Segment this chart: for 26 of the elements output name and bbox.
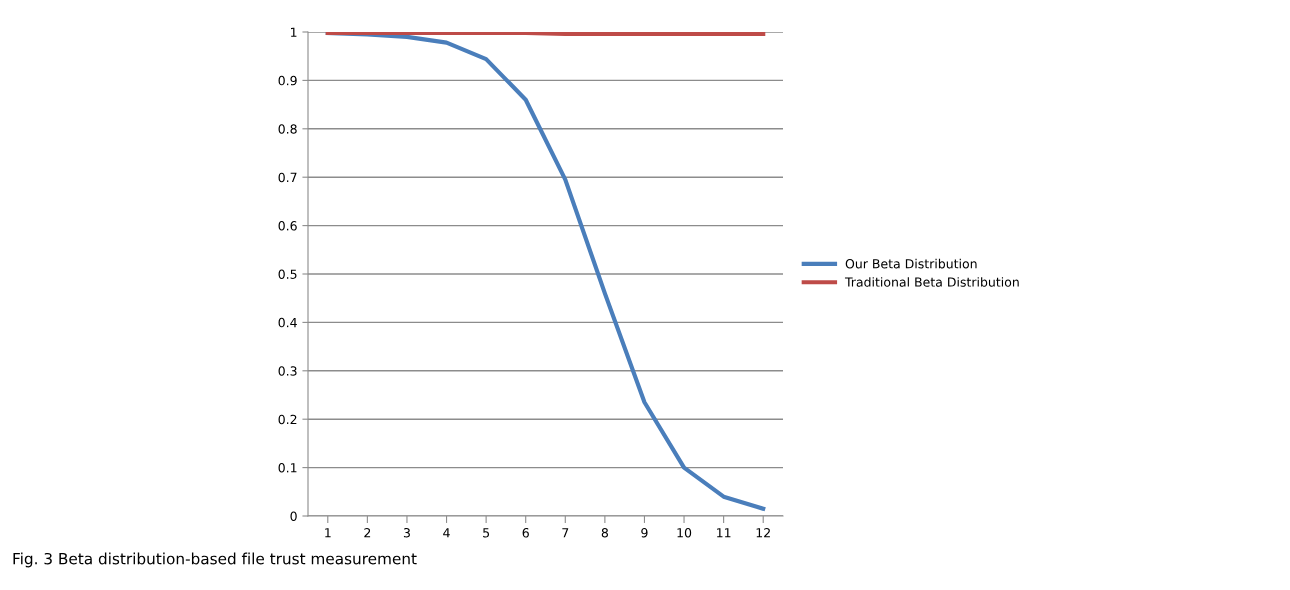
y-tick-label: 0.2 [278,414,297,425]
x-tick-label: 7 [562,528,569,538]
caption: Fig. 3 Beta distribution-based file trust measurement [13,552,417,568]
x-tick-label: 8 [601,528,608,538]
x-tick-label: 10 [677,528,692,538]
y-tick-label: 0.5 [278,269,297,279]
legend-label: Our Beta Distribution [845,258,977,269]
x-tick-label: 4 [443,528,450,538]
x-tick-label: 1 [325,528,331,538]
y-tick-label: 1 [291,27,297,37]
y-tick-label: 0.6 [278,221,297,231]
y-tick-label: 0.3 [278,366,297,376]
x-tick-label: 12 [756,528,770,538]
y-tick-label: 0.8 [278,124,297,134]
y-tick-label: 0 [290,511,297,521]
x-tick-label: 6 [522,528,529,538]
x-tick-label: 2 [364,528,371,538]
x-tick-label: 5 [483,528,490,538]
x-tick-label: 11 [717,528,731,538]
legend-label: Traditional Beta Distribution [844,277,1019,287]
y-tick-label: 0.1 [278,463,297,473]
x-tick-label: 3 [403,528,410,538]
y-tick-label: 0.4 [278,317,297,328]
y-tick-label: 0.7 [278,172,297,183]
y-tick-label: 0.9 [278,75,297,86]
x-tick-label: 9 [641,528,648,538]
